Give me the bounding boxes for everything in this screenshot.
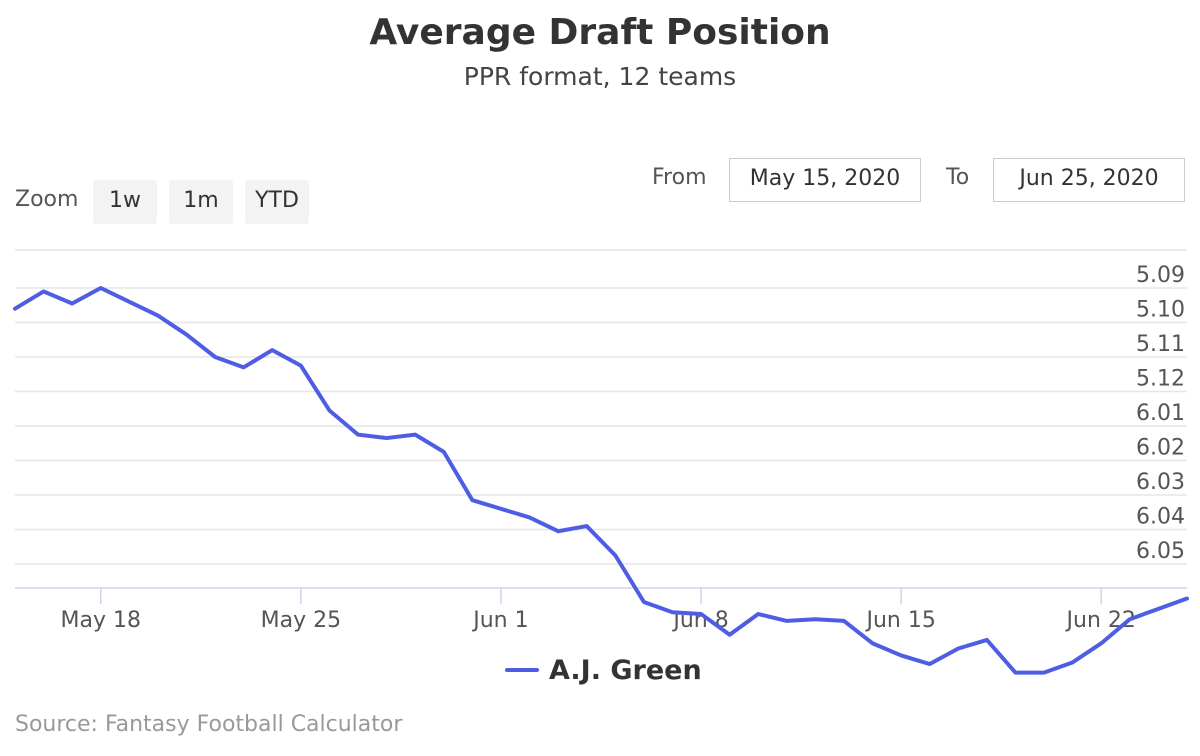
x-tick-label: May 18 bbox=[61, 608, 141, 633]
y-tick-label: 5.10 bbox=[1136, 298, 1185, 323]
y-tick-label: 6.04 bbox=[1136, 505, 1185, 530]
legend-label: A.J. Green bbox=[549, 654, 702, 686]
zoom-ytd-button[interactable]: YTD bbox=[245, 180, 309, 224]
to-label: To bbox=[946, 165, 970, 190]
y-tick-label: 6.05 bbox=[1136, 539, 1185, 564]
series-line-aj-green bbox=[13, 286, 1189, 675]
y-tick-label: 5.09 bbox=[1136, 263, 1185, 288]
x-tick-label: Jun 22 bbox=[1065, 608, 1136, 633]
legend-item-aj-green[interactable]: A.J. Green bbox=[505, 652, 702, 688]
y-tick-label: 5.12 bbox=[1136, 367, 1185, 392]
y-tick-label: 6.02 bbox=[1136, 436, 1185, 461]
x-tick-label: Jun 15 bbox=[864, 608, 935, 633]
zoom-label: Zoom bbox=[15, 187, 79, 212]
y-tick-label: 6.03 bbox=[1136, 470, 1185, 495]
y-tick-label: 5.11 bbox=[1136, 332, 1185, 357]
chart-source: Source: Fantasy Football Calculator bbox=[15, 712, 403, 737]
from-label: From bbox=[652, 165, 707, 190]
zoom-1w-button[interactable]: 1w bbox=[93, 180, 157, 224]
to-date-input[interactable]: Jun 25, 2020 bbox=[993, 158, 1185, 202]
legend-line-marker bbox=[505, 668, 539, 672]
y-tick-label: 6.01 bbox=[1136, 401, 1185, 426]
x-tick-label: Jun 1 bbox=[471, 608, 528, 633]
from-date-input[interactable]: May 15, 2020 bbox=[729, 158, 921, 202]
x-tick-label: May 25 bbox=[261, 608, 341, 633]
chart-subtitle: PPR format, 12 teams bbox=[463, 62, 737, 91]
chart-title: Average Draft Position bbox=[369, 12, 831, 53]
zoom-1m-button[interactable]: 1m bbox=[169, 180, 233, 224]
